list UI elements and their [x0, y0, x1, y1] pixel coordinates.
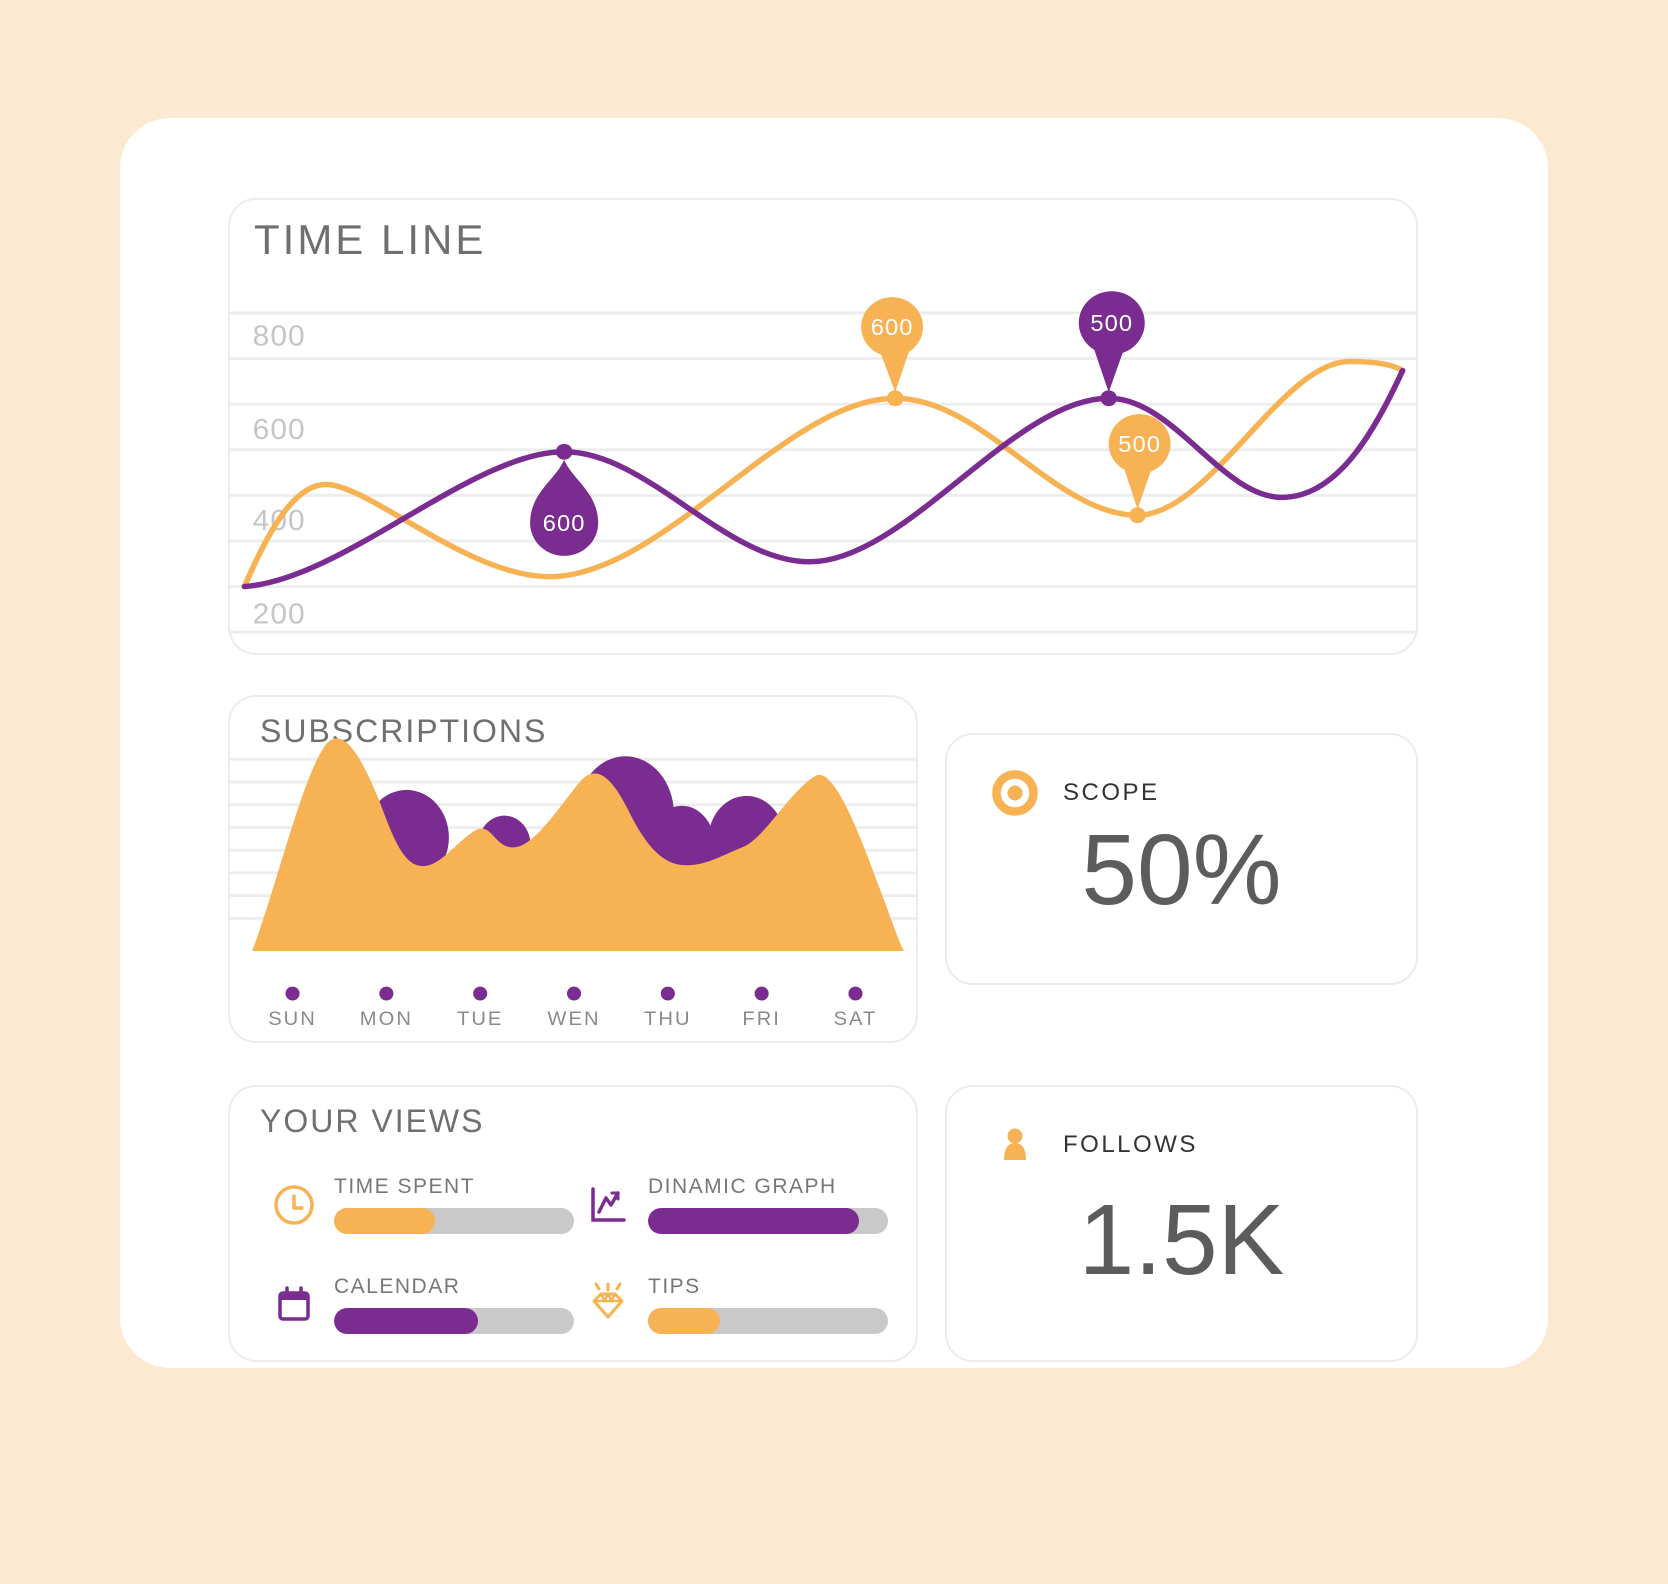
marker-value: 500 — [1118, 431, 1161, 456]
progress-label: TIPS — [648, 1275, 701, 1298]
progress-fill — [334, 1308, 478, 1334]
progress-fill — [648, 1308, 720, 1334]
pin-tail — [879, 349, 910, 393]
your-views-panel: YOUR VIEWS TIME SPENT — [228, 1085, 918, 1362]
view-item-calendar: CALENDAR — [268, 1275, 574, 1334]
day-label-wen: WEN — [547, 1008, 600, 1030]
timeline-gridlines — [230, 311, 1416, 634]
day-dot — [379, 986, 394, 1001]
your-views-title: YOUR VIEWS — [260, 1103, 485, 1139]
marker-orange-500: 500 — [1108, 414, 1171, 524]
follows-header: FOLLOWS — [989, 1119, 1198, 1171]
y-tick-600: 600 — [253, 413, 306, 445]
line-graph-icon — [591, 1186, 626, 1222]
subscriptions-chart: SUN MON TUE WEN THU FRI SAT — [230, 738, 916, 1030]
marker-value: 600 — [543, 510, 586, 535]
calendar-icon — [278, 1285, 310, 1321]
day-label-mon: MON — [360, 1008, 413, 1030]
progress-track — [648, 1208, 888, 1234]
clock-icon — [274, 1184, 314, 1225]
timeline-y-axis: 800 600 400 200 — [253, 320, 306, 630]
progress-track — [334, 1308, 574, 1334]
progress-track — [334, 1208, 574, 1234]
timeline-chart: 800 600 400 200 600 600 — [230, 291, 1416, 634]
follows-label: FOLLOWS — [1063, 1131, 1198, 1158]
orange-data-point — [1129, 507, 1146, 524]
day-dot — [660, 986, 675, 1001]
person-icon — [1004, 1128, 1026, 1160]
day-dot — [848, 986, 863, 1001]
scope-header: SCOPE — [989, 767, 1160, 819]
timeline-panel: TIME LINE 800 600 400 200 — [228, 198, 1418, 655]
purple-series-line — [241, 367, 1406, 590]
marker-purple-600: 600 — [530, 443, 599, 556]
progress-fill — [334, 1208, 435, 1234]
target-icon — [992, 770, 1038, 816]
subscriptions-title: SUBSCRIPTIONS — [260, 713, 548, 749]
pin-bubble — [861, 297, 924, 357]
day-dot — [285, 986, 300, 1001]
progress-label: TIME SPENT — [334, 1175, 476, 1198]
progress-track — [648, 1308, 888, 1334]
pin-tail — [1094, 348, 1125, 393]
dashboard-card: TIME LINE 800 600 400 200 — [120, 118, 1548, 1368]
view-item-time-spent: TIME SPENT — [268, 1175, 574, 1234]
pin-bubble — [1078, 291, 1145, 355]
day-label-thu: THU — [644, 1008, 692, 1030]
gem-icon — [592, 1282, 624, 1318]
orange-data-point — [886, 390, 904, 407]
day-axis: SUN MON TUE WEN THU FRI SAT — [268, 986, 878, 1030]
progress-label: DINAMIC GRAPH — [648, 1175, 837, 1198]
pin-bubble — [1108, 414, 1171, 474]
day-dot — [566, 986, 582, 1001]
scope-label: SCOPE — [1063, 779, 1160, 806]
day-label-fri: FRI — [742, 1008, 781, 1030]
scope-value: 50% — [1081, 814, 1282, 926]
orange-series-line — [241, 358, 1406, 590]
day-label-sat: SAT — [834, 1008, 878, 1030]
purple-data-point — [555, 443, 573, 460]
follows-panel: FOLLOWS 1.5K — [945, 1085, 1418, 1362]
view-item-dinamic-graph: DINAMIC GRAPH — [582, 1175, 888, 1234]
progress-label: CALENDAR — [334, 1275, 461, 1298]
day-dot — [754, 986, 769, 1001]
subscriptions-panel: SUBSCRIPTIONS — [228, 695, 918, 1043]
progress-fill — [648, 1208, 860, 1234]
marker-value: 500 — [1090, 310, 1133, 335]
timeline-title: TIME LINE — [254, 216, 487, 263]
purple-data-point — [1100, 390, 1117, 407]
follows-value: 1.5K — [1078, 1184, 1285, 1296]
y-tick-200: 200 — [253, 598, 306, 630]
y-tick-800: 800 — [253, 320, 306, 352]
marker-purple-500: 500 — [1078, 291, 1145, 407]
day-dot — [473, 986, 488, 1001]
scope-panel: SCOPE 50% — [945, 733, 1418, 985]
orange-area-series — [252, 738, 904, 952]
day-label-tue: TUE — [457, 1008, 503, 1030]
view-item-tips: TIPS — [582, 1275, 888, 1334]
marker-value: 600 — [871, 314, 914, 339]
day-label-sun: SUN — [268, 1008, 317, 1030]
pin-tail — [1124, 467, 1152, 510]
marker-orange-600: 600 — [861, 297, 924, 407]
teardrop-up-shape — [530, 459, 599, 556]
